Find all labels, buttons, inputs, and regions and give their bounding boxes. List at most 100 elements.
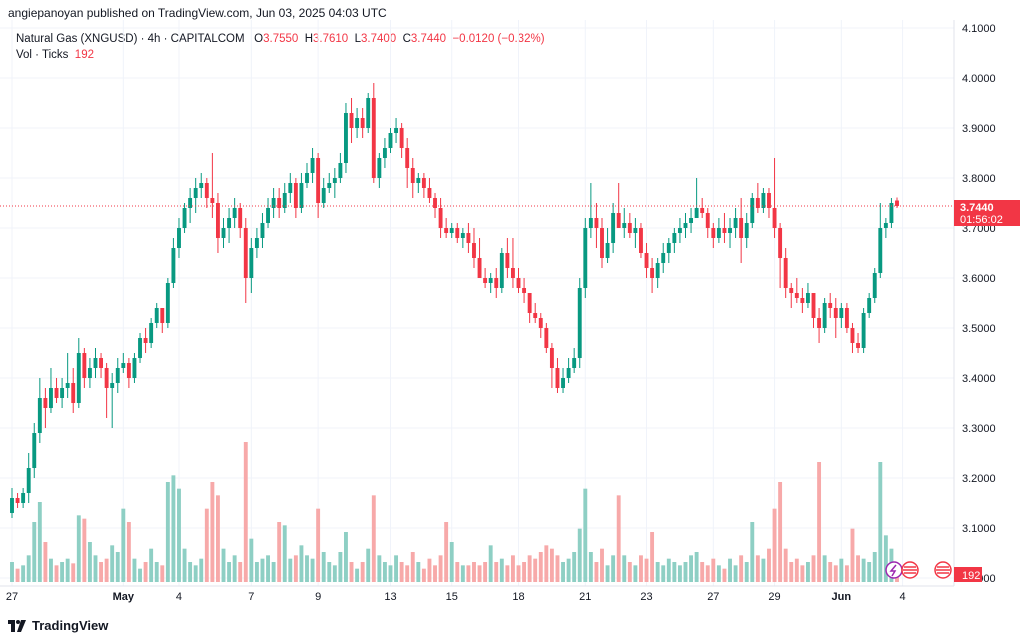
candle-body [627,223,632,233]
volume-bar [332,565,337,582]
candle-body [867,298,872,313]
candle-body [733,218,738,228]
candle-body [293,183,298,208]
price-tick-label: 4.1000 [962,23,996,35]
candle-body [371,98,376,178]
candle-body [778,228,783,258]
candle-body [883,223,888,228]
price-tick-label: 3.4000 [962,373,996,385]
candle-body [405,148,410,168]
candle-body [477,258,482,278]
tradingview-logo-icon [8,619,26,632]
candle-body [126,363,131,378]
volume-bar [555,555,560,582]
volume-bar [561,562,565,582]
open-label: O [254,33,264,45]
volume-tag: 192 [954,567,982,582]
candle-body [110,383,115,388]
candle-body [54,388,59,398]
volume-bar [722,568,727,582]
candle-body [611,213,616,243]
change-value: −0.0120 (−0.32%) [452,33,545,45]
candle-body [65,383,70,388]
candle-body [182,208,187,228]
volume-bar [199,558,204,582]
volume-bar [544,545,549,582]
candle-body [221,228,226,238]
candle-body [616,213,621,228]
candle-body [199,183,204,188]
candle-body [650,268,655,278]
volume-bar [522,562,527,582]
candle-body [243,228,248,278]
volume-label[interactable]: Vol · Ticks [16,49,69,61]
volume-bar [232,555,237,582]
volume-bar [60,562,65,582]
candle-body [811,293,816,318]
candle-body [132,358,137,378]
volume-bar [661,565,666,582]
volume-bar [210,482,215,582]
footer-brand[interactable]: TradingView [8,618,108,633]
candle-body [377,158,382,178]
candle-body [149,323,154,343]
price-tag-countdown: 01:56:02 [960,214,1003,226]
candle-body [87,368,92,378]
volume-bar [594,562,599,582]
candle-body [249,248,254,278]
price-tick-label: 3.8000 [962,173,996,185]
candle-body [510,268,515,278]
volume-bar [616,495,621,582]
volume-bar [355,568,360,582]
volume-bar [10,562,14,582]
volume-bar [227,562,232,582]
volume-bar [639,555,643,582]
volume-bar [288,558,293,582]
candle-body [661,253,666,263]
event-icons[interactable] [885,561,952,579]
candle-body [193,188,198,198]
close-label: C [402,33,411,45]
volume-bar [249,538,254,582]
candle-body [516,278,521,288]
candle-body [165,283,170,323]
volume-bar [750,522,755,582]
candle-body [232,208,237,218]
volume-bar [132,558,137,582]
volume-bar [377,555,382,582]
candle-body [238,208,243,228]
candle-body [689,218,694,223]
candle-body [472,243,476,258]
candle-body [121,363,126,368]
volume-bar [299,545,304,582]
candle-body [215,203,220,238]
volume-bar [650,532,655,582]
candle-body [716,228,721,238]
candle-body [605,243,610,258]
volume-bar [588,552,593,582]
volume-bar [767,548,771,582]
candle-body [427,188,432,198]
price-tag: 3.7440 01:56:02 [954,200,1020,226]
volume-bar [700,562,705,582]
volume-bar [577,528,582,582]
high-value: 3.7610 [313,33,349,45]
volume-bar [121,508,126,582]
candle-body [349,113,354,128]
volume-bar [627,562,632,582]
volume-bar [633,565,638,582]
candle-body [833,308,838,318]
candle-body [115,368,120,383]
candle-body [37,398,42,433]
volume-bar [305,555,309,582]
time-tick-label: 29 [768,591,780,603]
volume-bar [327,562,332,582]
volume-bar [188,562,193,582]
price-tick-label: 3.1000 [962,523,996,535]
candle-body [160,308,165,323]
symbol-title[interactable]: Natural Gas (XNGUSD) · 4h · CAPITALCOM [16,33,245,45]
candle-body [761,193,766,208]
volume-bar [238,562,243,582]
volume-bar [427,558,432,582]
